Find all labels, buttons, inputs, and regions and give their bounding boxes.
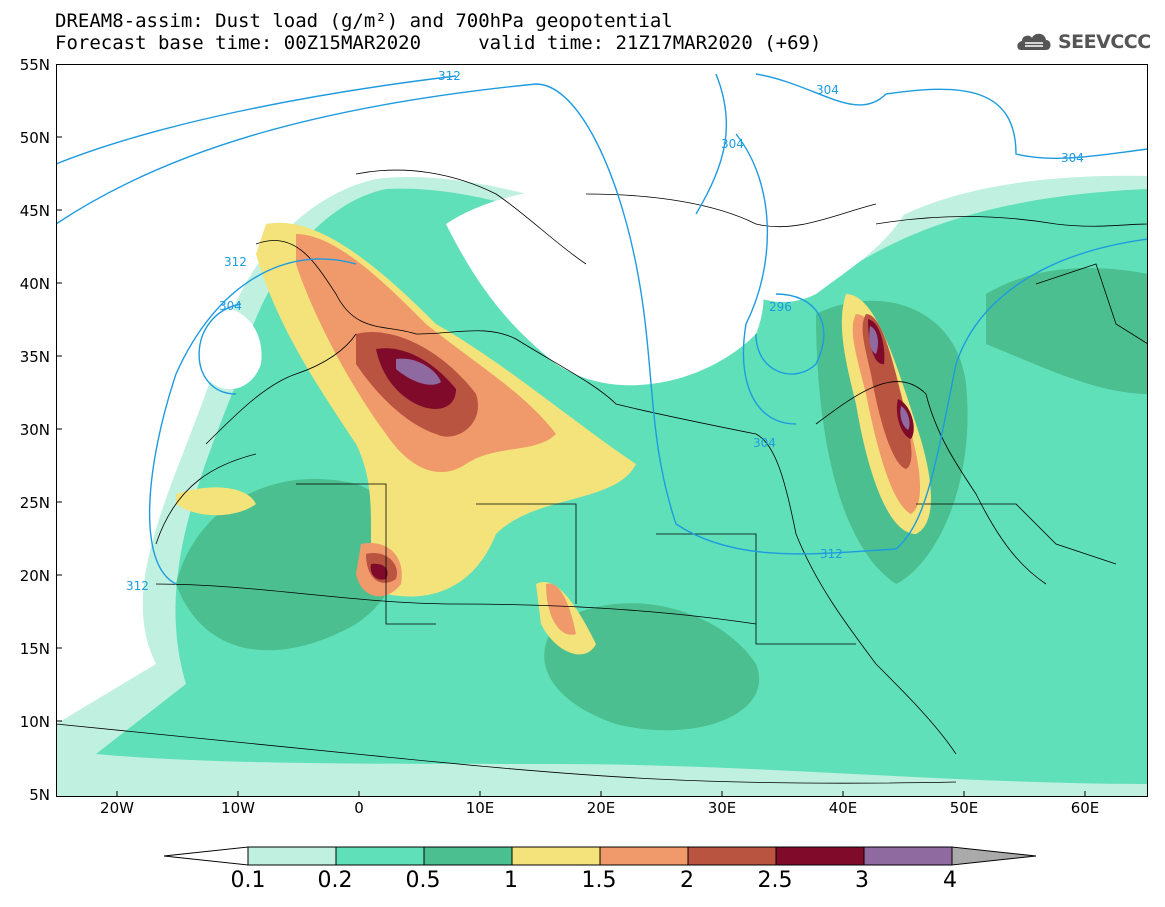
colorbar-label: 0.5: [405, 868, 441, 893]
colorbar-segment: [863, 846, 953, 866]
lon-label: 20E: [586, 799, 616, 817]
colorbar-label: 1.5: [581, 868, 617, 893]
contour-label: 296: [769, 300, 792, 314]
contour-label: 304: [753, 436, 776, 450]
lon-label: 20W: [100, 799, 134, 817]
lat-label: 30N: [19, 421, 50, 439]
colorbar-label: 2.5: [757, 868, 793, 893]
lat-label: 40N: [19, 275, 50, 293]
lon-label: 0: [354, 799, 364, 817]
colorbar-segment: [687, 846, 777, 866]
contour-label: 304: [1061, 151, 1084, 165]
axis-ticks: [56, 136, 1086, 797]
contour-label: 312: [126, 579, 149, 593]
seevccc-logo: SEEVCCC: [1058, 31, 1151, 53]
contour-label: 312: [438, 69, 461, 83]
lat-label: 5N: [29, 786, 50, 804]
dust-shading: [56, 170, 1148, 797]
colorbar-segment: [247, 846, 337, 866]
colorbar: [163, 846, 1037, 866]
colorbar-label: 4: [943, 868, 957, 893]
colorbar-label: 2: [680, 868, 694, 893]
colorbar-label: 3: [855, 868, 869, 893]
colorbar-label: 0.1: [230, 868, 266, 893]
map-title: DREAM8-assim: Dust load (g/m²) and 700hP…: [55, 10, 673, 32]
contour-label: 304: [816, 83, 839, 97]
contour-label: 304: [219, 299, 242, 313]
lat-label: 25N: [19, 494, 50, 512]
lon-label: 10W: [221, 799, 255, 817]
contour-label: 304: [721, 137, 744, 151]
lon-label: 40E: [828, 799, 858, 817]
geopotential-contours: [56, 73, 1148, 585]
lon-label: 10E: [465, 799, 495, 817]
contour-labels: 312 304 304 304 312 304 296 304 312 312: [126, 69, 1084, 593]
lon-label: 30E: [707, 799, 737, 817]
lat-label: 15N: [19, 640, 50, 658]
lat-label: 50N: [19, 129, 50, 147]
colorbar-label: 1: [504, 868, 518, 893]
colorbar-segment: [599, 846, 689, 866]
colorbar-segment: [775, 846, 865, 866]
lat-label: 20N: [19, 567, 50, 585]
colorbar-label: 0.2: [317, 868, 353, 893]
colorbar-segment: [163, 846, 249, 866]
map-subtitle: Forecast base time: 00Z15MAR2020 valid t…: [55, 32, 822, 54]
colorbar-segment: [951, 846, 1037, 866]
lat-label: 10N: [19, 713, 50, 731]
lat-label: 35N: [19, 348, 50, 366]
contour-label: 312: [224, 255, 247, 269]
colorbar-segment: [511, 846, 601, 866]
lat-label: 45N: [19, 202, 50, 220]
colorbar-segment: [335, 846, 425, 866]
dust-load-map: 312 304 304 304 312 304 296 304 312 312: [56, 64, 1148, 797]
lat-label: 55N: [19, 56, 50, 74]
cloud-icon: [1017, 33, 1051, 50]
coastlines: [56, 169, 1148, 784]
colorbar-segment: [423, 846, 513, 866]
lon-label: 50E: [949, 799, 979, 817]
lon-label: 60E: [1070, 799, 1100, 817]
contour-label: 312: [820, 547, 843, 561]
